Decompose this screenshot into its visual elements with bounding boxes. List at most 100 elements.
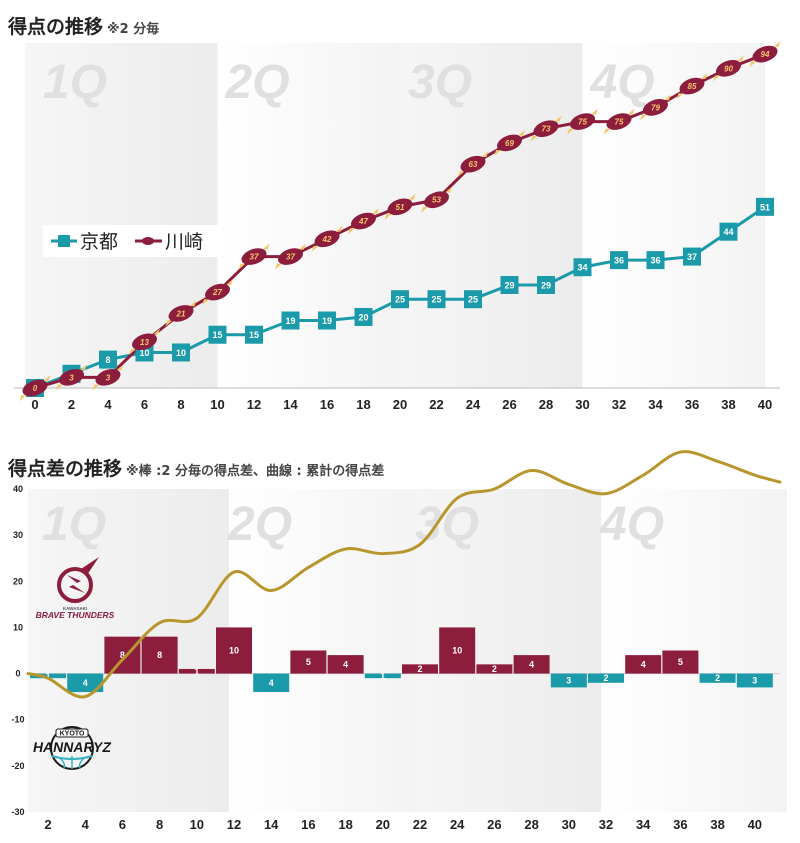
quarter-label: 3Q xyxy=(408,56,472,109)
x-tick-label: 40 xyxy=(758,397,772,412)
x-tick-label: 12 xyxy=(227,817,241,832)
kyoto-marker xyxy=(172,343,190,362)
difference-bar xyxy=(67,673,104,693)
oval-shape xyxy=(752,45,778,63)
difference-bar xyxy=(327,655,364,674)
x-tick-label: 18 xyxy=(338,817,352,832)
kyoto-data-label: 25 xyxy=(431,295,441,305)
y-tick-label: -30 xyxy=(11,807,24,817)
kyoto-data-label: 25 xyxy=(395,295,405,305)
kawasaki-marker xyxy=(457,151,489,178)
x-tick-label: 30 xyxy=(575,397,589,412)
kawasaki-data-label: 37 xyxy=(250,253,259,262)
x-tick-label: 8 xyxy=(156,817,163,832)
kawasaki-data-label: 90 xyxy=(724,64,733,73)
x-tick-label: 4 xyxy=(104,397,112,412)
kyoto-marker xyxy=(99,350,117,369)
kawasaki-marker xyxy=(421,186,452,213)
bar-data-label: 4 xyxy=(641,659,646,669)
kyoto-data-label: 36 xyxy=(614,256,624,266)
kawasaki-marker xyxy=(603,108,635,135)
chart1-title: 得点の推移 ※2 分毎 xyxy=(8,12,159,39)
bar-data-label: 5 xyxy=(306,657,311,667)
oval-shape xyxy=(351,212,376,230)
chart2-x-axis: 2 4 6 8 10 12 14 16 18 20 22 24 26 28 30 32 34 36 38 40 xyxy=(44,817,762,832)
difference-bar xyxy=(290,650,327,674)
x-tick-label: 36 xyxy=(673,817,687,832)
chart2-note: ※棒 :2 分毎の得点差、曲線 : 累計の得点差 xyxy=(126,464,385,479)
kyoto-marker xyxy=(573,258,592,277)
oval-shape xyxy=(716,59,741,77)
x-tick-label: 26 xyxy=(487,817,501,832)
x-tick-label: 6 xyxy=(119,817,126,832)
chart1-markers: 0481010151519192025252529293436363744510… xyxy=(19,41,781,402)
quarter-label: 1Q xyxy=(42,498,106,551)
x-tick-label: 32 xyxy=(612,397,626,412)
oval-shape xyxy=(387,198,413,216)
x-tick-label: 14 xyxy=(264,817,279,832)
bar-data-label: 8 xyxy=(157,650,162,660)
y-tick-label: 30 xyxy=(13,530,23,540)
bar-data-label: 3 xyxy=(752,675,757,685)
x-tick-label: 16 xyxy=(301,817,315,832)
x-tick-label: 26 xyxy=(502,397,516,412)
bar-data-label: 2 xyxy=(603,673,608,683)
kyoto-marker xyxy=(391,290,409,309)
oval-shape xyxy=(460,155,486,173)
x-tick-label: 38 xyxy=(721,397,735,412)
difference-bar xyxy=(476,664,513,674)
oval-shape xyxy=(679,77,705,95)
logo-ring xyxy=(57,567,93,603)
kawasaki-data-label: 73 xyxy=(542,125,551,134)
quarter-label: 4Q xyxy=(590,56,655,109)
oval-shape xyxy=(314,230,340,248)
kyoto-data-label: 20 xyxy=(358,312,368,322)
bar-data-label: 4 xyxy=(269,678,274,688)
y-tick-label: 10 xyxy=(13,622,23,632)
chart2-cumulative-curve xyxy=(26,450,782,699)
kyoto-marker xyxy=(245,325,263,344)
kawasaki-data-label: 63 xyxy=(469,160,478,169)
difference-bar xyxy=(178,668,215,674)
bar-data-label: 4 xyxy=(529,659,534,669)
kawasaki-marker xyxy=(56,364,87,391)
kawasaki-data-label: 0 xyxy=(33,384,38,393)
kawasaki-marker xyxy=(384,193,416,220)
ball-seam-lines xyxy=(59,756,85,769)
oval-shape xyxy=(424,191,449,209)
kawasaki-marker xyxy=(749,41,781,68)
oval-shape xyxy=(22,379,48,397)
quarter-label: 2Q xyxy=(225,56,290,109)
bolt-tail xyxy=(81,557,99,575)
oval-shape xyxy=(132,333,157,351)
difference-bar xyxy=(439,627,476,674)
kawasaki-data-label: 85 xyxy=(688,82,697,91)
chart2-quarter-labels: 1Q 2Q 3Q 4Q xyxy=(42,498,664,551)
bar-data-label: 4 xyxy=(343,659,348,669)
kawasaki-logo-city: KAWASAKI xyxy=(63,606,87,611)
bar-data-label: 4 xyxy=(83,678,88,688)
kawasaki-marker xyxy=(494,129,525,156)
oval-shape xyxy=(497,134,522,152)
kawasaki-marker xyxy=(165,300,197,327)
x-tick-label: 10 xyxy=(210,397,224,412)
kawasaki-marker xyxy=(275,243,306,270)
oval-shape xyxy=(278,248,303,265)
kyoto-data-label: 51 xyxy=(760,202,770,212)
kawasaki-logo-name: BRAVE THUNDERS xyxy=(36,610,115,620)
kyoto-marker xyxy=(500,275,519,294)
kyoto-marker xyxy=(318,311,336,330)
bar-data-label: 10 xyxy=(229,646,239,656)
bar-data-label: 2 xyxy=(492,664,497,674)
difference-bar xyxy=(625,655,662,674)
kyoto-data-label: 29 xyxy=(541,280,551,290)
kawasaki-data-label: 94 xyxy=(761,50,770,59)
kyoto-data-label: 10 xyxy=(139,348,149,358)
kyoto-data-label: 15 xyxy=(212,330,222,340)
kyoto-logo-city: KYOTO xyxy=(60,731,85,738)
quarter-label: 4Q xyxy=(599,498,664,551)
bar-data-label: 2 xyxy=(417,664,422,674)
legend-kawasaki-marker xyxy=(142,237,154,245)
